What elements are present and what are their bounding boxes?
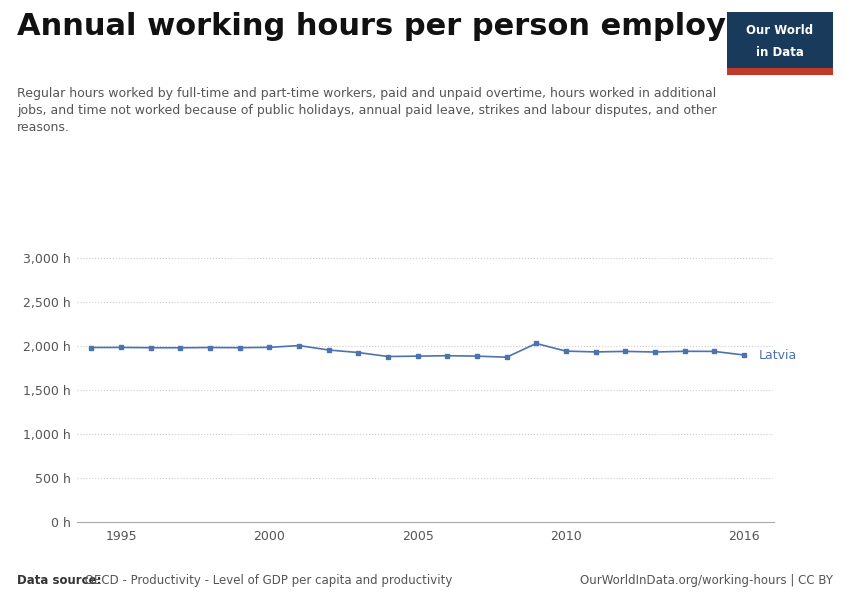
- Text: Data source:: Data source:: [17, 574, 101, 587]
- Text: Latvia: Latvia: [759, 349, 797, 362]
- Text: Regular hours worked by full-time and part-time workers, paid and unpaid overtim: Regular hours worked by full-time and pa…: [17, 87, 717, 134]
- Text: Our World: Our World: [746, 25, 813, 37]
- Text: OurWorldInData.org/working-hours | CC BY: OurWorldInData.org/working-hours | CC BY: [580, 574, 833, 587]
- Text: OECD - Productivity - Level of GDP per capita and productivity: OECD - Productivity - Level of GDP per c…: [81, 574, 452, 587]
- Text: Annual working hours per person employed: Annual working hours per person employed: [17, 12, 768, 41]
- Text: in Data: in Data: [756, 46, 804, 59]
